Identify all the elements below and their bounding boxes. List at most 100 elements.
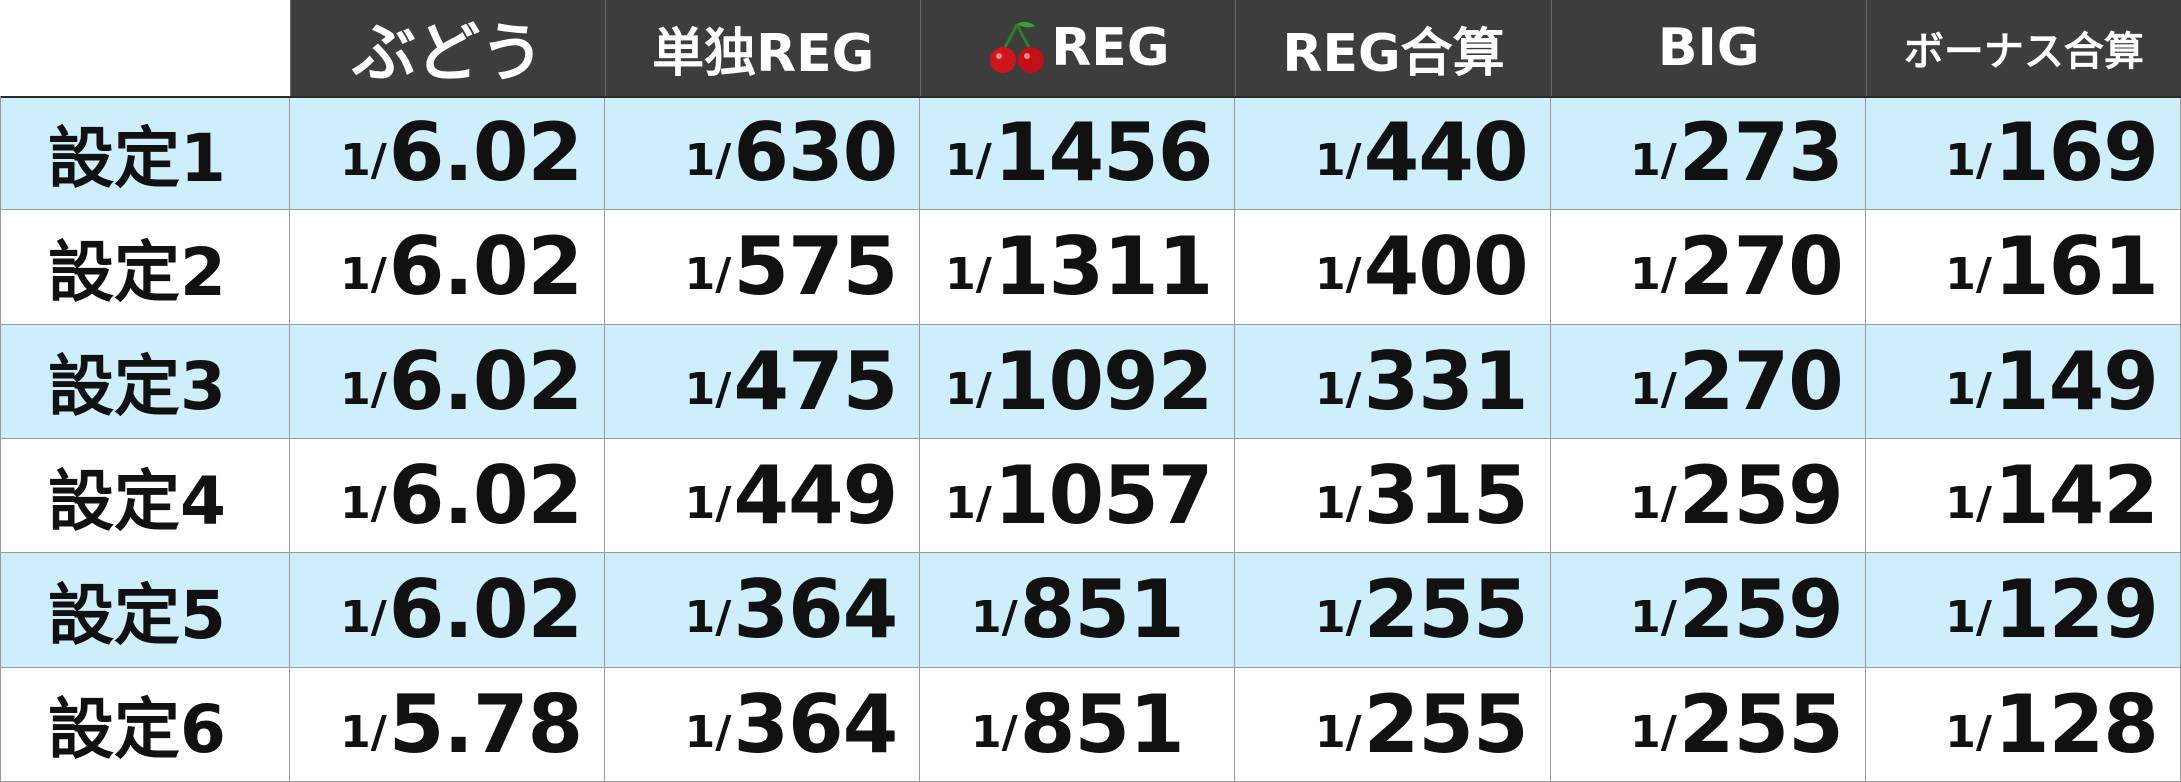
probability-value: 161: [1993, 220, 2159, 314]
probability-prefix: 1/: [684, 135, 732, 187]
probability-value: 331: [1363, 334, 1529, 428]
probability-value: 315: [1363, 449, 1529, 543]
row-label: 設定3: [0, 324, 290, 439]
header-cherry-reg: REG: [920, 0, 1236, 96]
probability-value: 255: [1363, 563, 1529, 657]
table-cell: 1/5.78: [290, 667, 606, 782]
table-cell: 1/255: [1235, 667, 1551, 782]
table-cell: 1/259: [1550, 438, 1866, 554]
probability-prefix: 1/: [340, 135, 387, 187]
table-cell: 1/270: [1550, 210, 1866, 325]
row-label: 設定4: [0, 438, 290, 554]
probability-value: 575: [733, 220, 898, 314]
table-cell: 1/6.02: [290, 96, 606, 211]
probability-prefix: 1/: [1630, 592, 1677, 644]
probability-prefix: 1/: [340, 706, 387, 758]
probability-prefix: 1/: [684, 478, 732, 530]
probability-value: 364: [733, 563, 898, 657]
probability-value: 5.78: [388, 677, 583, 771]
header-bonus-total-label: ボーナス合算: [1903, 29, 2144, 75]
probability-prefix: 1/: [945, 478, 992, 530]
probability-prefix: 1/: [1945, 592, 1992, 644]
table-cell: 1/315: [1235, 438, 1551, 554]
header-divider: [0, 96, 2181, 98]
row-label: 設定2: [0, 210, 290, 325]
table-cell: 1/259: [1550, 553, 1866, 668]
table-cell: 1/1092: [920, 324, 1236, 439]
probability-value: 1311: [993, 220, 1214, 314]
probability-prefix: 1/: [1945, 478, 1992, 530]
table-cell: 1/273: [1550, 96, 1866, 211]
table-cell: 1/1311: [920, 210, 1236, 325]
table-cell: 1/1456: [920, 96, 1236, 211]
table-cell: 1/161: [1865, 210, 2181, 325]
header-single-reg: 単独REG: [605, 0, 921, 96]
probability-value: 273: [1678, 106, 1844, 200]
header-budou: ぶどう: [290, 0, 606, 96]
table-cell: 1/1057: [920, 438, 1236, 554]
probability-value: 364: [733, 677, 898, 771]
probability-value: 259: [1678, 449, 1844, 543]
probability-prefix: 1/: [945, 363, 992, 415]
probability-value: 255: [1678, 677, 1844, 771]
probability-value: 259: [1678, 563, 1844, 657]
probability-value: 400: [1363, 220, 1529, 314]
probability-prefix: 1/: [340, 363, 387, 415]
probability-prefix: 1/: [1945, 706, 1992, 758]
row-label: 設定1: [0, 96, 290, 211]
probability-prefix: 1/: [1314, 592, 1362, 644]
probability-value: 6.02: [388, 220, 583, 314]
probability-value: 270: [1678, 220, 1844, 314]
table-cell: 1/364: [605, 553, 921, 668]
table-cell: 1/129: [1865, 553, 2181, 668]
probability-prefix: 1/: [1945, 363, 1992, 415]
probability-value: 142: [1993, 449, 2159, 543]
probability-prefix: 1/: [945, 135, 992, 187]
table-cell: 1/6.02: [290, 438, 606, 554]
left-border: [0, 96, 1, 782]
probability-value: 6.02: [388, 106, 583, 200]
table-cell: 1/364: [605, 667, 921, 782]
cherry-icon: [990, 21, 1045, 73]
probability-prefix: 1/: [1314, 706, 1362, 758]
row-label: 設定6: [0, 667, 290, 782]
probability-value: 1456: [993, 106, 1214, 200]
header-cherry-reg-label: REG: [1051, 18, 1170, 78]
header-big-label: BIG: [1657, 18, 1760, 78]
probability-prefix: 1/: [1314, 249, 1362, 301]
probability-prefix: 1/: [1630, 135, 1677, 187]
probability-value: 128: [1993, 677, 2159, 771]
probability-value: 6.02: [388, 334, 583, 428]
probability-value: 851: [1019, 563, 1185, 657]
table-corner: [0, 0, 290, 96]
table-cell: 1/475: [605, 324, 921, 439]
probability-prefix: 1/: [340, 478, 387, 530]
table-cell: 1/255: [1235, 553, 1551, 668]
probability-value: 440: [1363, 106, 1529, 200]
probability-prefix: 1/: [1630, 363, 1677, 415]
probability-prefix: 1/: [971, 706, 1018, 758]
table-cell: 1/169: [1865, 96, 2181, 211]
header-big: BIG: [1550, 0, 1866, 96]
probability-value: 449: [733, 449, 898, 543]
probability-value: 630: [733, 106, 898, 200]
probability-value: 149: [1993, 334, 2159, 428]
probability-prefix: 1/: [340, 592, 387, 644]
table-cell: 1/255: [1550, 667, 1866, 782]
probability-prefix: 1/: [684, 363, 732, 415]
table-cell: 1/630: [605, 96, 921, 211]
probability-value: 270: [1678, 334, 1844, 428]
probability-prefix: 1/: [1945, 135, 1992, 187]
table-cell: 1/270: [1550, 324, 1866, 439]
header-budou-label: ぶどう: [352, 17, 545, 91]
probability-value: 6.02: [388, 449, 583, 543]
probability-value: 129: [1993, 563, 2159, 657]
probability-prefix: 1/: [1314, 135, 1362, 187]
header-reg-total-label: REG合算: [1282, 23, 1505, 84]
table-cell: 1/128: [1865, 667, 2181, 782]
probability-prefix: 1/: [1630, 478, 1677, 530]
probability-prefix: 1/: [1630, 706, 1677, 758]
table-cell: 1/6.02: [290, 324, 606, 439]
probability-prefix: 1/: [1314, 478, 1362, 530]
table-cell: 1/851: [920, 553, 1236, 668]
